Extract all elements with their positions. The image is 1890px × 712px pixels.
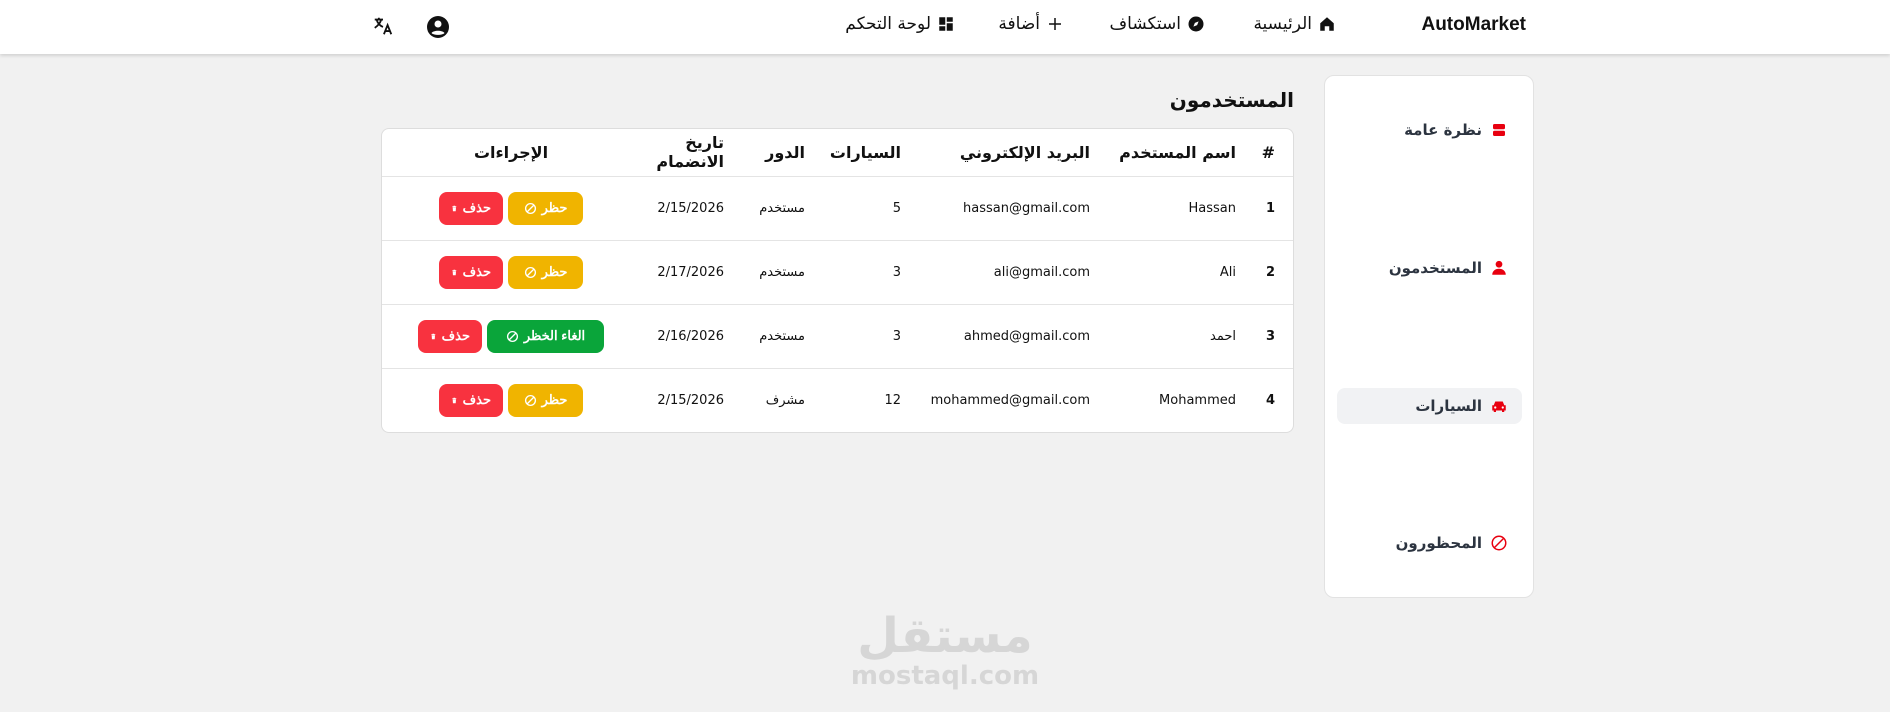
mostaql-watermark: مستقل mostaql.com [850, 610, 1040, 690]
sidebar-item-banned[interactable]: المحظورون [1337, 525, 1522, 561]
trash-icon [431, 333, 436, 339]
ban-label: حظر [541, 200, 568, 215]
block-icon [1491, 535, 1507, 551]
table-row: 2 Ali ali@gmail.com 3 مستخدم 2/17/2026 حذف حظر [382, 240, 1293, 305]
cell-index: 1 [1254, 176, 1293, 241]
nav-dashboard[interactable]: لوحة التحكم [845, 14, 955, 34]
nav-add[interactable]: أضافة [998, 14, 1064, 34]
watermark-latin: mostaql.com [850, 661, 1040, 691]
sidebar: نظرة عامة المستخدمون السيارات المحظورون [1324, 75, 1534, 598]
unban-label: الغاء الخظر [523, 328, 586, 343]
block-icon [524, 202, 536, 214]
cell-index: 2 [1254, 240, 1293, 305]
cell-username: احمد [1108, 304, 1254, 369]
page-title: المستخدمون [1169, 88, 1294, 112]
col-header-role: الدور [742, 129, 823, 177]
cell-actions: حذف حظر [382, 176, 640, 241]
cell-joined: 2/15/2026 [657, 392, 724, 408]
cell-email: hassan@gmail.com [919, 176, 1108, 241]
cell-email: mohammed@gmail.com [930, 392, 1090, 408]
cell-email: ali@gmail.com [919, 240, 1108, 305]
delete-label: حذف [441, 328, 470, 343]
col-header-email: البريد الإلكتروني [919, 129, 1108, 177]
nav-explore[interactable]: استكشاف [1110, 14, 1205, 34]
block-icon [524, 394, 536, 406]
translate-icon[interactable] [372, 15, 394, 37]
cell-cars: 3 [823, 304, 919, 369]
sidebar-item-label: نظرة عامة [1404, 121, 1482, 139]
sidebar-item-cars[interactable]: السيارات [1337, 388, 1522, 424]
sidebar-item-users[interactable]: المستخدمون [1337, 250, 1522, 286]
plus-icon [1049, 18, 1061, 30]
trash-icon [452, 397, 457, 404]
trash-icon [452, 269, 457, 275]
cell-actions: حذف حظر [382, 240, 640, 305]
nav-add-label: أضافة [998, 14, 1040, 34]
overview-icon [1493, 124, 1505, 136]
cell-index: 3 [1254, 304, 1293, 369]
delete-label: حذف [462, 392, 491, 408]
col-header-actions: الإجراءات [382, 129, 640, 177]
ban-label: حظر [541, 392, 568, 408]
block-icon [524, 266, 536, 278]
delete-button[interactable]: حذف [418, 319, 482, 353]
delete-button[interactable]: حذف [439, 255, 503, 289]
delete-label: حذف [462, 264, 491, 279]
ban-label: حظر [541, 264, 568, 279]
table-row: 3 احمد ahmed@gmail.com 3 مستخدم 2/16/2026 حذف ا… [382, 304, 1293, 369]
col-header-cars: السيارات [823, 129, 919, 177]
cell-index: 4 [1265, 392, 1275, 408]
cell-joined: 2/15/2026 [640, 176, 742, 241]
cell-joined: 2/16/2026 [640, 304, 742, 369]
brand-logo[interactable]: AutoMarket [1421, 14, 1526, 35]
table-row: 4 Mohammed mohammed@gmail.com 12 مشرف 2/15/20… [382, 368, 1293, 432]
ban-button[interactable]: حظر [508, 255, 583, 289]
cell-actions: حذف الغاء الخظر [382, 304, 640, 369]
cell-cars: 3 [823, 240, 919, 305]
col-header-joined: تاريخ الانضمام [640, 129, 742, 177]
cell-role: مشرف [765, 392, 805, 408]
nav-home[interactable]: الرئيسية [1253, 14, 1336, 34]
account-circle-icon[interactable] [426, 15, 450, 39]
sidebar-item-label: المستخدمون [1388, 259, 1482, 277]
table-header-row: # اسم المستخدم البريد الإلكتروني السيارا… [382, 129, 1293, 177]
users-table: # اسم المستخدم البريد الإلكتروني السيارا… [381, 128, 1294, 433]
table-row: 1 Hassan hassan@gmail.com 5 مستخدم 2/15/2026 ح… [382, 176, 1293, 241]
col-header-index: # [1254, 129, 1293, 177]
cell-cars: 12 [884, 392, 901, 408]
watermark-arabic: مستقل [857, 608, 1033, 664]
cell-cars: 5 [823, 176, 919, 241]
cell-role: مستخدم [742, 176, 823, 241]
compass-icon [1188, 16, 1204, 32]
delete-button[interactable]: حذف [439, 383, 503, 417]
home-icon [1320, 17, 1334, 31]
cell-username: Mohammed [1159, 392, 1236, 408]
user-icon [1492, 260, 1506, 275]
cell-username: Ali [1108, 240, 1254, 305]
trash-icon [452, 205, 457, 211]
dashboard-icon [939, 17, 953, 31]
sidebar-item-overview[interactable]: نظرة عامة [1337, 112, 1522, 148]
delete-label: حذف [462, 200, 491, 215]
car-icon [1492, 401, 1506, 412]
cell-joined: 2/17/2026 [640, 240, 742, 305]
nav-home-label: الرئيسية [1253, 14, 1312, 34]
cell-role: مستخدم [742, 304, 823, 369]
col-header-username: اسم المستخدم [1108, 129, 1254, 177]
cell-username: Hassan [1108, 176, 1254, 241]
unban-button[interactable]: الغاء الخظر [487, 319, 604, 353]
ban-button[interactable]: حظر [508, 383, 583, 417]
delete-button[interactable]: حذف [439, 191, 503, 225]
ban-button[interactable]: حظر [508, 191, 583, 225]
cell-role: مستخدم [742, 240, 823, 305]
nav-explore-label: استكشاف [1109, 14, 1181, 34]
top-navbar: AutoMarket الرئيسية استكشاف أضافة لوحة ا… [0, 0, 1890, 54]
cell-actions: حذف حظر [382, 368, 640, 432]
sidebar-item-label: السيارات [1415, 397, 1482, 415]
block-icon [506, 330, 518, 342]
cell-email: ahmed@gmail.com [919, 304, 1108, 369]
sidebar-item-label: المحظورون [1395, 534, 1482, 552]
nav-dashboard-label: لوحة التحكم [845, 14, 931, 34]
